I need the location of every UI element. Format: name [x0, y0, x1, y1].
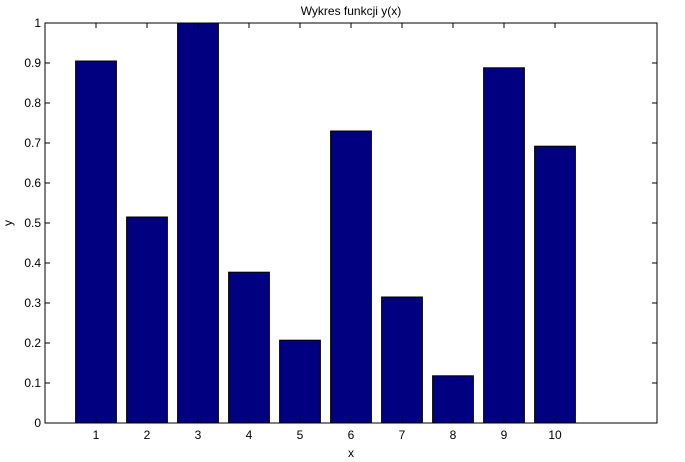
y-tick-label-3: 0.3	[24, 296, 41, 310]
chart-title: Wykres funkcji y(x)	[301, 4, 402, 18]
y-tick-label-0: 0	[34, 416, 41, 430]
x-tick-label-4: 4	[246, 428, 253, 442]
x-ticks-group: 1 2 3 4 5 6 7 8 9 10	[93, 23, 562, 442]
x-axis-label: x	[348, 446, 354, 460]
y-ticks-group: 0 0.1 0.2 0.3 0.4 0.5 0.6 0.7 0.8 0.9 1	[24, 16, 657, 430]
bar-8	[432, 375, 474, 424]
y-tick-label-8: 0.8	[24, 96, 41, 110]
x-tick-label-10: 10	[548, 428, 562, 442]
bar-5	[279, 339, 321, 424]
x-tick-label-8: 8	[450, 428, 457, 442]
y-axis-label: y	[1, 220, 15, 226]
y-tick-label-2: 0.2	[24, 336, 41, 350]
y-tick-label-6: 0.6	[24, 176, 41, 190]
y-tick-label-7: 0.7	[24, 136, 41, 150]
bar-9	[483, 67, 525, 424]
bar-2	[126, 216, 168, 424]
bar-6	[330, 130, 372, 424]
y-tick-label-4: 0.4	[24, 256, 41, 270]
bars-group	[75, 22, 576, 424]
x-tick-label-6: 6	[348, 428, 355, 442]
bar-3	[177, 22, 219, 424]
bar-1	[75, 60, 117, 424]
y-tick-label-9: 0.9	[24, 56, 41, 70]
x-tick-label-2: 2	[144, 428, 151, 442]
bar-7	[381, 296, 423, 424]
y-tick-label-5: 0.5	[24, 216, 41, 230]
y-tick-label-1: 0.1	[24, 376, 41, 390]
x-tick-label-7: 7	[399, 428, 406, 442]
y-tick-label-10: 1	[34, 16, 41, 30]
x-tick-label-3: 3	[195, 428, 202, 442]
x-tick-label-9: 9	[501, 428, 508, 442]
x-tick-label-5: 5	[297, 428, 304, 442]
bar-4	[228, 271, 270, 424]
x-tick-label-1: 1	[93, 428, 100, 442]
bar-10	[534, 145, 576, 424]
plot-area: 1 2 3 4 5 6 7 8 9 10 0 0.1 0.2 0.3 0.4 0.5 0.6 0.7 0.8 0.9…	[24, 16, 658, 442]
